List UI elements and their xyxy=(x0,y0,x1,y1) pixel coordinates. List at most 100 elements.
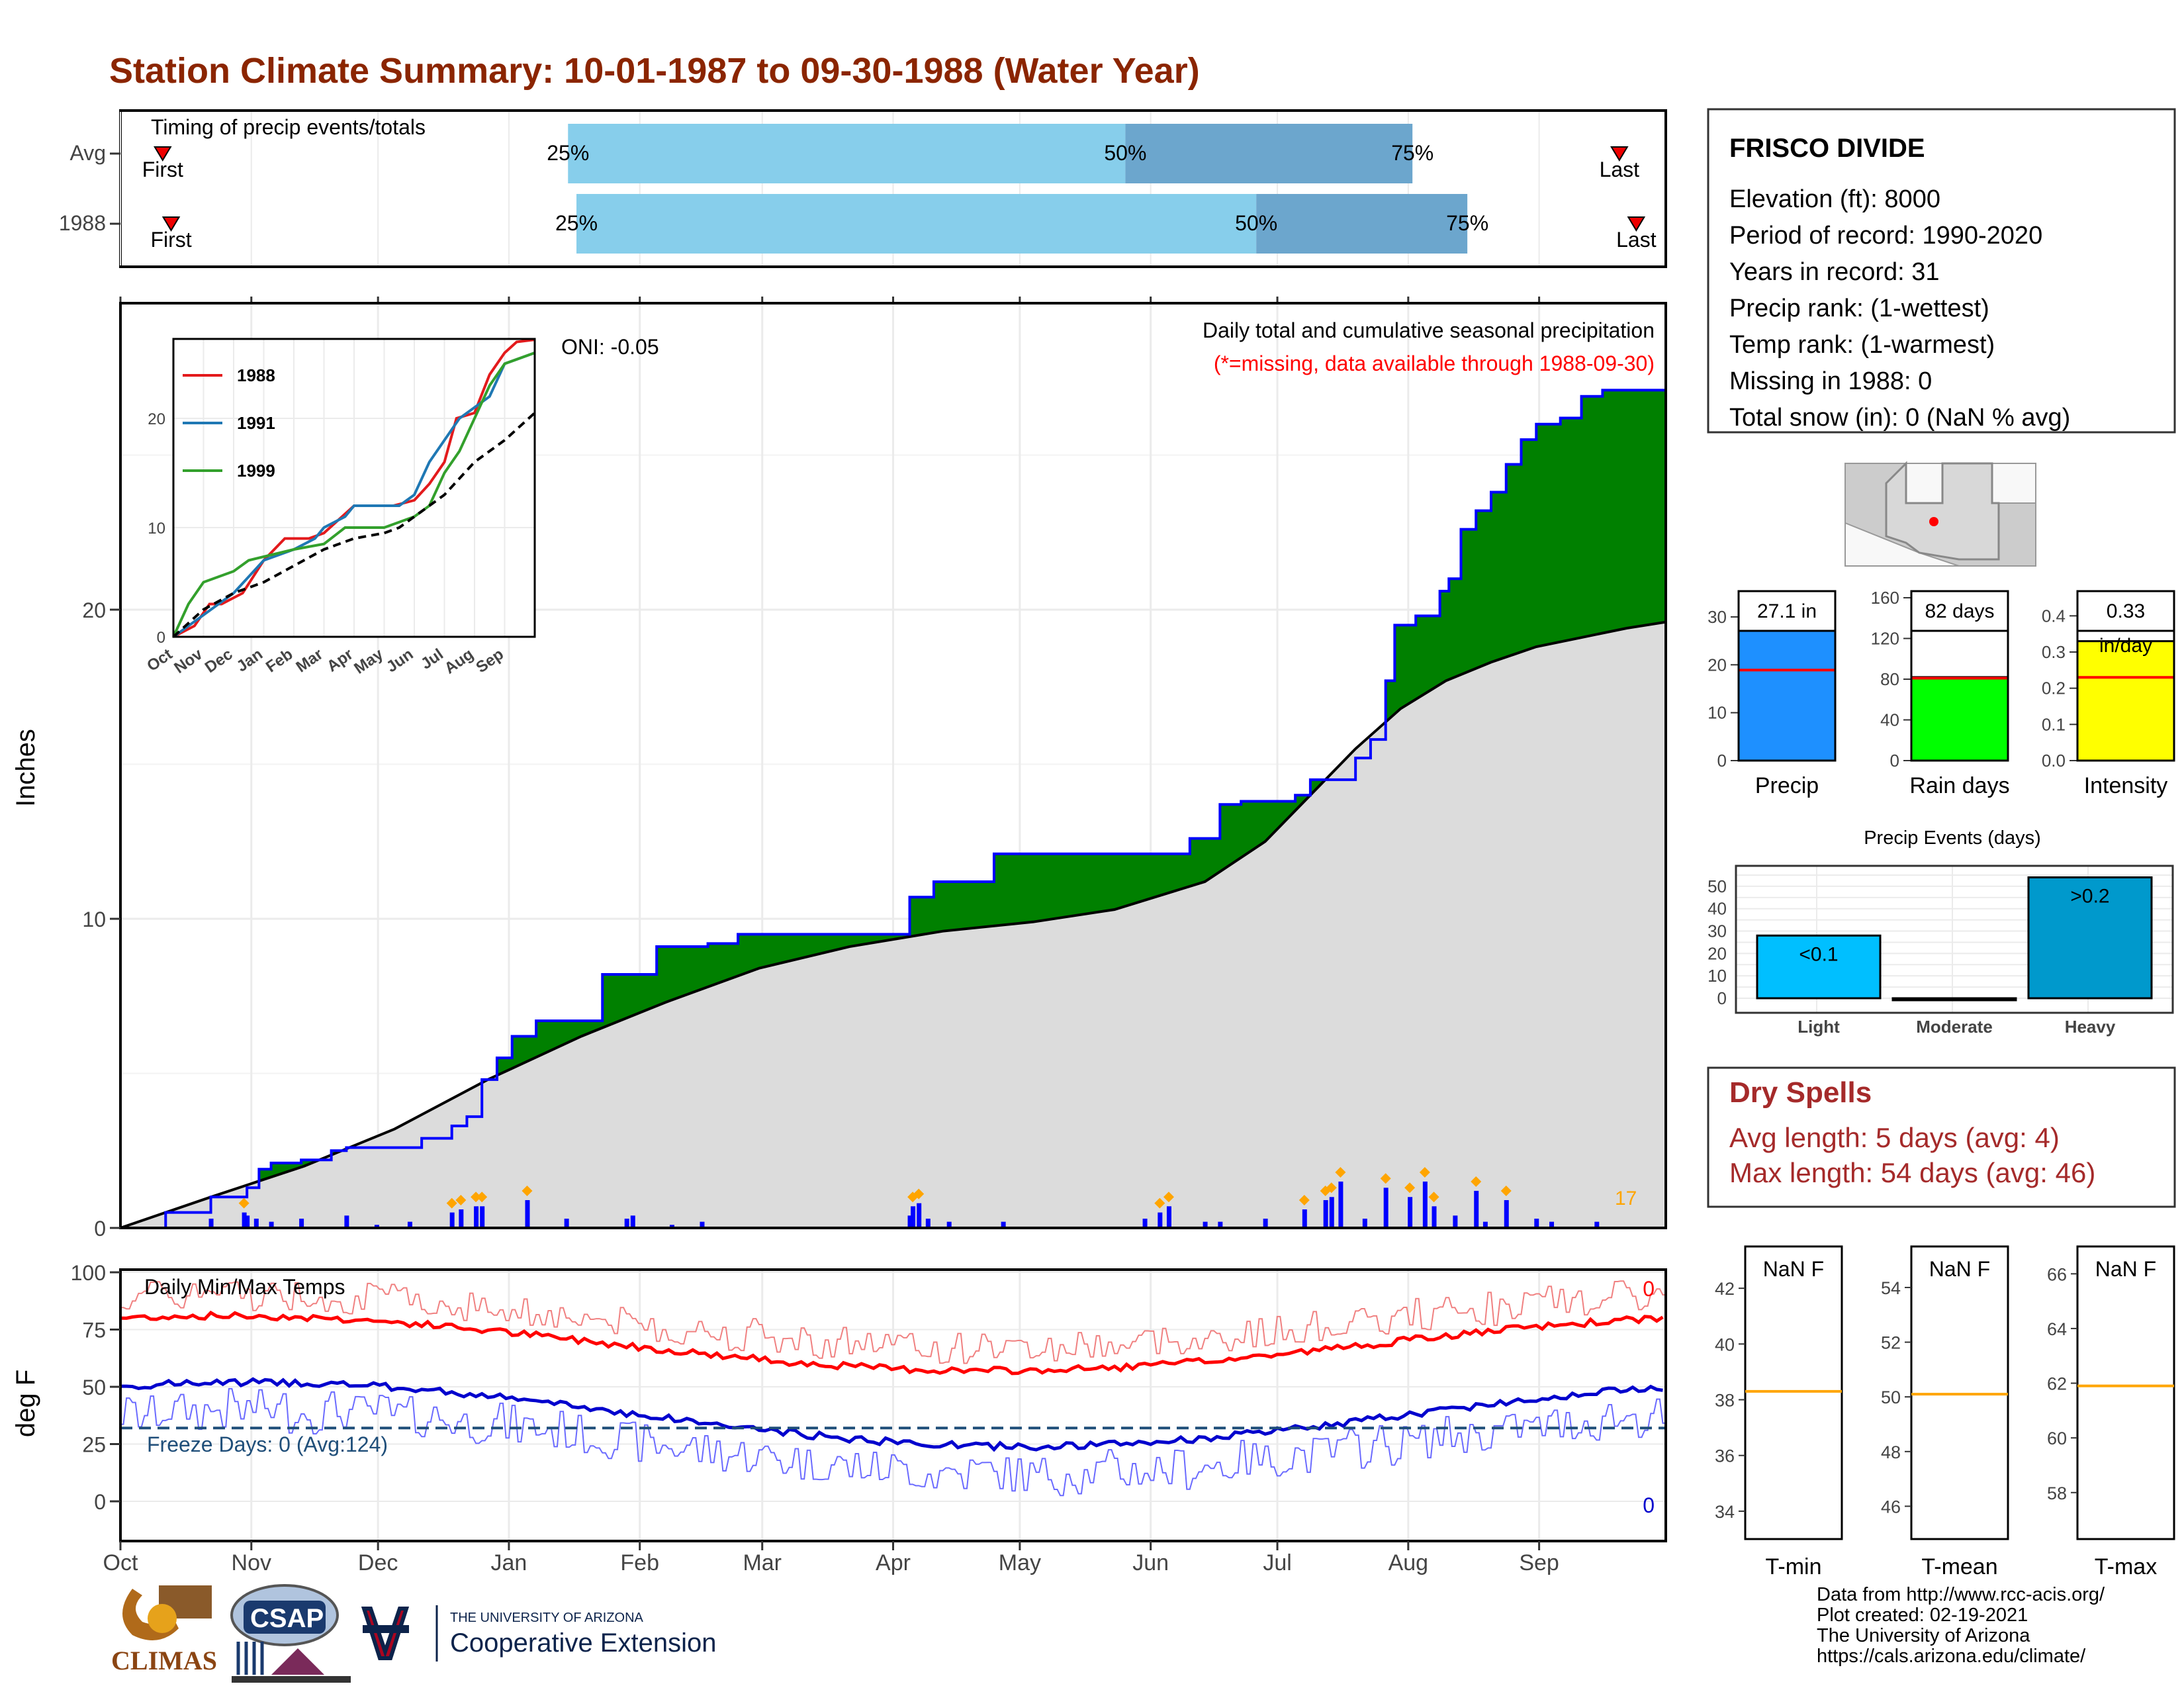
daily-precip-bar xyxy=(1329,1197,1334,1228)
daily-precip-bar xyxy=(1001,1221,1006,1228)
stat-bar-label: Rain days xyxy=(1909,773,2009,798)
precip-event-marker xyxy=(1404,1182,1416,1194)
temp-box-tick: 46 xyxy=(1881,1497,1901,1517)
temp-panel-label: Daily Min/Max Temps xyxy=(144,1275,345,1299)
inset-legend-label: 1999 xyxy=(237,461,275,481)
daily-precip-bar xyxy=(1504,1199,1509,1228)
precip-event-marker xyxy=(477,1192,488,1203)
inset-legend-label: 1988 xyxy=(237,365,275,385)
inset-ytick: 20 xyxy=(148,410,165,428)
station-info-line: Missing in 1988: 0 xyxy=(1729,367,1932,395)
precip-event-marker xyxy=(1163,1192,1174,1203)
precip-event-marker xyxy=(1428,1192,1439,1203)
daily-precip-bar xyxy=(449,1212,455,1228)
temp-box-tick: 40 xyxy=(1715,1335,1735,1354)
ua-bottom-text: Cooperative Extension xyxy=(450,1628,716,1658)
first-marker xyxy=(154,146,172,162)
csap-logo: CSAP xyxy=(230,1584,351,1683)
daily-precip-bar xyxy=(525,1199,530,1228)
temp-box-value: NaN F xyxy=(1929,1257,1990,1281)
event-category-label: Heavy xyxy=(2065,1017,2116,1037)
daily-precip-bar xyxy=(1594,1221,1600,1228)
timing-bar-25-50 xyxy=(576,194,1257,254)
climas-logo: CLIMAS xyxy=(111,1585,217,1675)
daily-precip-bar xyxy=(1534,1218,1539,1228)
avg-precip-area xyxy=(120,622,1666,1228)
events-ytick: 50 xyxy=(1707,876,1727,896)
event-bar xyxy=(2027,876,2153,1000)
climas-text: CLIMAS xyxy=(111,1646,217,1675)
max-temp-line xyxy=(120,1310,1664,1376)
temp-box-tick: 62 xyxy=(2047,1374,2067,1394)
temp-ylabel: deg F xyxy=(11,1370,40,1437)
temp-box-value: NaN F xyxy=(2095,1257,2156,1281)
timing-p75: 75% xyxy=(1446,211,1488,235)
timing-bar-50-75 xyxy=(1256,194,1468,254)
temp-box-tick: 42 xyxy=(1715,1279,1735,1299)
events-ytick: 10 xyxy=(1707,966,1727,986)
precip-ytick: 0 xyxy=(94,1217,106,1241)
daily-precip-bar xyxy=(1338,1181,1343,1228)
daily-precip-bar xyxy=(946,1221,952,1228)
precip-panel: 0 10 20 Inches Daily total and cumulative se… xyxy=(11,297,1667,1241)
event-count-label: 17 xyxy=(1615,1188,1637,1209)
min-count-label: 0 xyxy=(1643,1493,1655,1517)
stat-bar-fill xyxy=(1910,676,2009,762)
temp-box-tick: 64 xyxy=(2047,1319,2067,1339)
timing-p75: 75% xyxy=(1391,141,1433,165)
month-label: Apr xyxy=(876,1550,911,1575)
precip-ytick: 10 xyxy=(82,908,106,931)
max-count-label: 0 xyxy=(1643,1277,1655,1301)
event-category-label: Light xyxy=(1797,1017,1840,1037)
timing-panel: Timing of precip events/totals Avg 25% 50% 7… xyxy=(59,109,1667,268)
footer-line: https://cals.arizona.edu/climate/ xyxy=(1817,1646,2086,1667)
daily-precip-bar xyxy=(242,1212,247,1228)
month-label: Dec xyxy=(358,1550,398,1575)
stat-bar-tick: 20 xyxy=(1707,655,1727,675)
event-bar-label: >0.2 xyxy=(2070,885,2109,907)
station-info-line: Period of record: 1990-2020 xyxy=(1729,222,2042,250)
temp-box-tick: 34 xyxy=(1715,1502,1735,1522)
dry-spells-box: Dry Spells Avg length: 5 days (avg: 4) M… xyxy=(1707,1066,2176,1208)
min-temp-line xyxy=(120,1377,1663,1452)
last-marker xyxy=(1610,146,1629,162)
temp-box-tick: 58 xyxy=(2047,1483,2067,1503)
temp-box-frame xyxy=(1910,1245,2009,1540)
stat-bar-tick: 0.0 xyxy=(2042,751,2066,771)
temp-box-value: NaN F xyxy=(1763,1257,1824,1281)
precip-events-chart: Precip Events (days) <0.1 Light Moderate >0.… xyxy=(1707,827,2174,1037)
footer-line: Plot created: 02-19-2021 xyxy=(1817,1605,2028,1626)
footer-line: Data from http://www.rcc-acis.org/ xyxy=(1817,1584,2105,1605)
month-label: Mar xyxy=(743,1550,782,1575)
temp-box-tick: 38 xyxy=(1715,1391,1735,1411)
inset-series-line xyxy=(172,352,535,638)
temperature-boxes: NaN F 34 36 38 40 42 T-min NaN F 46 48 50 52 54 T-mea… xyxy=(1715,1245,2175,1579)
precip-event-marker xyxy=(1335,1166,1346,1178)
events-frame xyxy=(1735,865,2174,1014)
station-name: FRISCO DIVIDE xyxy=(1729,134,1925,163)
record-min-temp-line xyxy=(120,1387,1666,1497)
month-label: Nov xyxy=(232,1550,271,1575)
stat-bar-tick: 0.1 xyxy=(2042,714,2066,734)
stat-bar-tick: 0.4 xyxy=(2042,606,2066,626)
daily-precip-bar xyxy=(1218,1221,1223,1228)
precip-frame xyxy=(119,302,1667,1229)
daily-precip-bar xyxy=(1408,1197,1413,1228)
events-ytick: 0 xyxy=(1717,988,1727,1008)
stat-bar-value-box xyxy=(1910,590,2009,632)
temp-box-label: T-max xyxy=(2095,1554,2157,1579)
daily-precip-bar xyxy=(344,1215,349,1228)
first-label: First xyxy=(150,228,191,252)
temp-box-label: T-mean xyxy=(1921,1554,1997,1579)
footer-notes: Data from http://www.rcc-acis.org/Plot c… xyxy=(1817,1584,2105,1667)
timing-p50: 50% xyxy=(1235,211,1277,235)
timing-p25: 25% xyxy=(547,141,589,165)
daily-precip-bar xyxy=(407,1221,412,1228)
page-title: Station Climate Summary: 10-01-1987 to 0… xyxy=(109,51,1200,91)
month-label: Feb xyxy=(620,1550,659,1575)
month-label: Sep xyxy=(1519,1550,1559,1575)
daily-precip-bar xyxy=(911,1206,916,1228)
precip-panel-subtitle: (*=missing, data available through 1988-… xyxy=(1214,352,1655,375)
cumulative-precip-line xyxy=(120,389,1666,1229)
timing-bar-25-50 xyxy=(568,124,1126,183)
